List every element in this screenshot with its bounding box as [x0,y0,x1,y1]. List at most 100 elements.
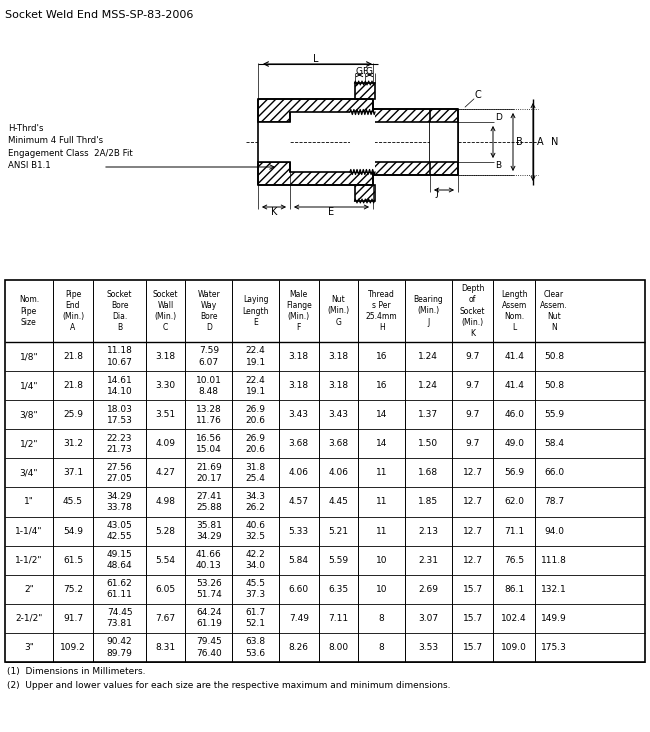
Text: 1.50: 1.50 [419,439,438,448]
Text: 34.29
33.78: 34.29 33.78 [107,492,133,512]
Text: 109.2: 109.2 [60,643,86,652]
Text: 74.45
73.81: 74.45 73.81 [107,608,133,628]
Text: 94.0: 94.0 [544,526,564,536]
Text: L: L [313,54,318,64]
Text: Laying
Length
E: Laying Length E [242,296,269,326]
Text: 8.00: 8.00 [328,643,348,652]
Text: Length
Assem
Nom.
L: Length Assem Nom. L [501,290,527,332]
Text: 6.35: 6.35 [328,585,348,594]
Text: 90.42
89.79: 90.42 89.79 [107,638,133,657]
Text: 21.8: 21.8 [63,381,83,390]
Text: 2": 2" [24,585,34,594]
Text: 1": 1" [24,498,34,507]
Text: 1/4": 1/4" [20,381,38,390]
Text: 41.4: 41.4 [504,381,524,390]
Text: 75.2: 75.2 [63,585,83,594]
Text: 3.18: 3.18 [289,381,309,390]
Polygon shape [354,83,374,99]
Text: Socket
Bore
Dia.
B: Socket Bore Dia. B [107,290,133,332]
Text: 3.18: 3.18 [328,352,348,361]
Text: Water
Way
Bore
D: Water Way Bore D [198,290,220,332]
Text: 9.7: 9.7 [465,439,480,448]
Text: 1-1/4": 1-1/4" [15,526,43,536]
Text: E: E [328,207,335,217]
Text: 15.7: 15.7 [462,614,482,623]
Polygon shape [258,99,373,122]
Text: 15.7: 15.7 [462,643,482,652]
Text: 175.3: 175.3 [541,643,567,652]
Text: 8.31: 8.31 [155,643,176,652]
Text: 10: 10 [376,585,387,594]
Text: 1.24: 1.24 [419,381,438,390]
Text: (1)  Dimensions in Millimeters.: (1) Dimensions in Millimeters. [7,667,146,676]
Text: 5.59: 5.59 [328,556,348,564]
Text: 61.7
52.1: 61.7 52.1 [246,608,266,628]
Text: (2)  Upper and lower values for each size are the respective maximum and minimum: (2) Upper and lower values for each size… [7,681,450,690]
Text: 15.7: 15.7 [462,585,482,594]
Text: 16: 16 [376,352,387,361]
Text: 3.43: 3.43 [328,410,348,419]
Text: G: G [356,67,363,75]
Text: 78.7: 78.7 [544,498,564,507]
Text: 5.21: 5.21 [328,526,348,536]
Text: 3.30: 3.30 [155,381,176,390]
Text: 3.51: 3.51 [155,410,176,419]
Bar [5,280,645,662]
Text: 49.15
48.64: 49.15 48.64 [107,550,133,570]
Text: 12.7: 12.7 [463,526,482,536]
Text: 50.8: 50.8 [544,352,564,361]
Text: 13.28
11.76: 13.28 11.76 [196,405,222,425]
Text: Depth
of
Socket
(Min.)
K: Depth of Socket (Min.) K [460,284,486,337]
Text: 27.56
27.05: 27.56 27.05 [107,463,133,483]
Text: 4.06: 4.06 [328,468,348,477]
Text: 37.1: 37.1 [63,468,83,477]
Text: 45.5: 45.5 [63,498,83,507]
Text: 3.68: 3.68 [289,439,309,448]
Text: 7.11: 7.11 [328,614,348,623]
Text: 109.0: 109.0 [501,643,527,652]
Text: 11: 11 [376,498,387,507]
Text: 7.49: 7.49 [289,614,309,623]
Text: Male
Flange
(Min.)
F: Male Flange (Min.) F [286,290,311,332]
Polygon shape [258,162,373,185]
Text: 27.41
25.88: 27.41 25.88 [196,492,222,512]
Text: Pipe
End
(Min.)
A: Pipe End (Min.) A [62,290,84,332]
Text: 45.5
37.3: 45.5 37.3 [246,579,266,600]
Polygon shape [354,185,374,201]
Bar [350,112,375,172]
Text: 22.4
19.1: 22.4 19.1 [246,376,266,396]
Text: 4.98: 4.98 [155,498,176,507]
Text: 31.8
25.4: 31.8 25.4 [246,463,266,483]
Text: 2.31: 2.31 [419,556,438,564]
Text: 1.68: 1.68 [419,468,438,477]
Text: 3.53: 3.53 [419,643,438,652]
Text: 12.7: 12.7 [463,498,482,507]
Text: B: B [495,162,501,171]
Text: 16.56
15.04: 16.56 15.04 [196,434,222,454]
Text: 26.9
20.6: 26.9 20.6 [246,405,266,425]
Text: A: A [537,137,543,147]
Text: 42.2
34.0: 42.2 34.0 [246,550,266,570]
Text: 3.07: 3.07 [419,614,438,623]
Text: 1.24: 1.24 [419,352,438,361]
Text: 43.05
42.55: 43.05 42.55 [107,521,133,541]
Text: 3.18: 3.18 [289,352,309,361]
Text: 63.8
53.6: 63.8 53.6 [246,638,266,657]
Text: 5.33: 5.33 [289,526,309,536]
Text: 34.3
26.2: 34.3 26.2 [246,492,266,512]
Text: 50.8: 50.8 [544,381,564,390]
Text: 41.66
40.13: 41.66 40.13 [196,550,222,570]
Text: 86.1: 86.1 [504,585,524,594]
Text: 10.01
8.48: 10.01 8.48 [196,376,222,396]
Text: 1.85: 1.85 [419,498,438,507]
Text: 3/8": 3/8" [20,410,38,419]
Text: Nut
(Min.)
G: Nut (Min.) G [328,296,350,326]
Text: 14: 14 [376,439,387,448]
Text: 71.1: 71.1 [504,526,524,536]
Text: 1/2": 1/2" [20,439,38,448]
Text: 4.27: 4.27 [156,468,176,477]
Text: 56.9: 56.9 [504,468,524,477]
Text: K: K [271,207,277,217]
Text: 40.6
32.5: 40.6 32.5 [246,521,266,541]
Text: 8: 8 [379,614,385,623]
